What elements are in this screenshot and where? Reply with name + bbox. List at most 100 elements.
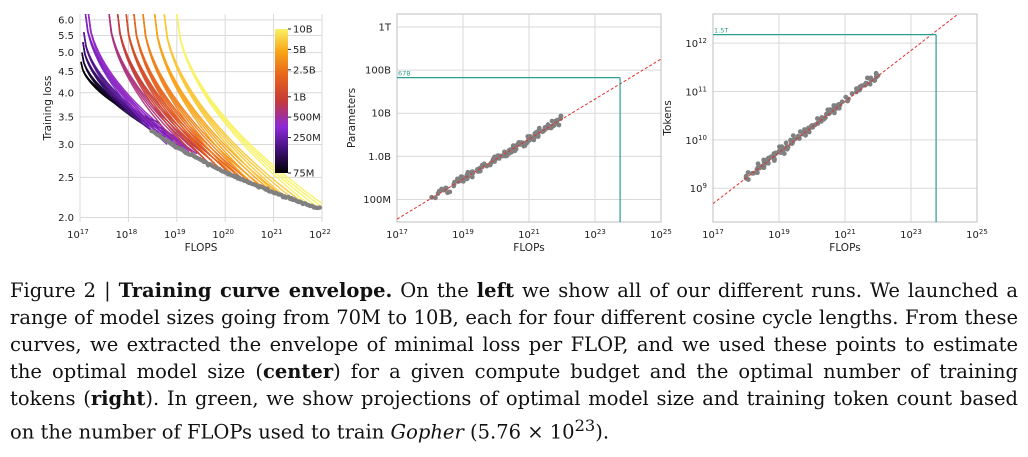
data-point <box>792 136 798 142</box>
right-tokens-chart: 1.5T 1017 1019 1021 1023 1025 109 1010 1011 1012 F… <box>662 13 988 254</box>
y-tick-label-100B: 100B <box>365 66 391 77</box>
data-point <box>433 195 438 201</box>
loss-curve-900M <box>117 14 215 164</box>
plot-area <box>397 58 661 222</box>
colorbar-label-2.5B: 2.5B <box>293 65 316 76</box>
x-axis-label: FLOPS <box>185 242 218 254</box>
data-point <box>756 164 761 170</box>
data-point <box>772 156 777 162</box>
x-tick-label-25: 1025 <box>966 228 988 241</box>
data-point <box>783 140 789 146</box>
data-point <box>513 146 519 152</box>
x-tick-label-21: 1021 <box>834 228 856 241</box>
data-point <box>789 141 795 146</box>
loss-curve-2B <box>133 14 224 174</box>
x-tick-label-19: 1019 <box>164 228 186 241</box>
data-point <box>443 185 449 191</box>
loss-curve-3B <box>142 14 253 184</box>
figure-panels: 1017 1018 1019 1020 1021 1022 6.0 5.5 5.0 4.5 4.0 3… <box>42 13 988 254</box>
y-tick-label-1T: 1T <box>379 22 392 33</box>
loss-curve-6.5B <box>163 14 301 201</box>
plot-frame <box>396 13 662 223</box>
y-tick-label-5.0: 5.0 <box>58 48 74 59</box>
data-point <box>481 161 487 167</box>
plot-frame <box>712 13 978 223</box>
y-tick-label-9: 109 <box>690 182 707 195</box>
y-axis-label: Parameters <box>346 88 358 148</box>
loss-curve-3B <box>142 14 245 182</box>
data-point <box>867 81 873 87</box>
y-tick-label-2.0: 2.0 <box>58 213 74 224</box>
data-point <box>803 132 808 138</box>
data-point <box>823 115 828 121</box>
data-point <box>492 154 497 160</box>
x-tick-label-17: 1017 <box>702 228 724 241</box>
left-loss-chart: 1017 1018 1019 1020 1021 1022 6.0 5.5 5.0 4.5 4.0 3… <box>42 14 331 254</box>
data-point <box>761 163 767 169</box>
loss-curves <box>80 14 322 211</box>
data-point <box>469 174 475 180</box>
x-tick-label-22: 1022 <box>309 228 331 241</box>
fit-line <box>397 58 661 220</box>
colorbar-label-10B: 10B <box>293 25 313 36</box>
y-axis-label: Tokens <box>662 100 674 136</box>
data-point <box>458 174 464 180</box>
y-tick-label-11: 1011 <box>685 85 707 98</box>
y-tick-label-3.5: 3.5 <box>58 112 74 123</box>
data-point <box>496 153 502 159</box>
envelope-point <box>317 205 322 210</box>
caption-text-5: (5.76 × 10 <box>463 420 575 444</box>
caption-prefix: Figure 2 | <box>10 279 119 302</box>
loss-curve-6.5B <box>163 14 285 197</box>
data-point <box>873 70 879 76</box>
data-point <box>536 125 542 131</box>
data-point <box>502 152 508 157</box>
data-point <box>470 169 475 175</box>
loss-curve-6.5B <box>163 14 277 195</box>
data-point <box>451 183 457 189</box>
y-tick-label-4.5: 4.5 <box>58 67 74 78</box>
loss-curve-6.5B <box>163 14 293 199</box>
y-tick-label-10: 1010 <box>685 134 707 147</box>
caption-text-4: ). In green, we show projections of opti… <box>10 387 1018 444</box>
loss-curve-4.5B <box>154 14 263 189</box>
loss-curve-1.3B <box>125 14 212 167</box>
data-point <box>429 194 434 200</box>
x-tick-label-19: 1019 <box>452 228 474 241</box>
x-tick-label-21: 1021 <box>518 228 540 241</box>
caption-center: center <box>262 360 334 383</box>
y-axis-label: Training loss <box>42 75 54 141</box>
x-tick-label-23: 1023 <box>584 228 606 241</box>
loss-curve-10B <box>176 14 309 205</box>
loss-curve-2B <box>133 14 232 176</box>
loss-curve-4.5B <box>154 14 271 191</box>
x-tick-label-17: 1017 <box>67 228 89 241</box>
data-point <box>761 157 767 163</box>
y-tick-label-5.5: 5.5 <box>58 31 74 42</box>
plot-area <box>713 14 959 222</box>
colorbar-label-250M: 250M <box>293 133 321 144</box>
y-tick-label-3.0: 3.0 <box>58 140 74 151</box>
caption-title: Training curve envelope. <box>118 279 393 302</box>
data-point <box>745 170 751 175</box>
loss-curve-2B <box>133 14 240 178</box>
data-point <box>854 89 859 95</box>
data-point <box>521 143 527 149</box>
colorbar-label-1B: 1B <box>293 92 306 103</box>
data-point <box>771 152 777 158</box>
loss-curve-600M <box>108 14 189 155</box>
caption-left: left <box>476 279 514 302</box>
data-point <box>863 80 869 86</box>
x-tick-label-17: 1017 <box>386 228 408 241</box>
caption-exponent: 23 <box>574 416 596 435</box>
x-tick-label-21: 1021 <box>261 228 283 241</box>
caption-right: right <box>90 387 146 410</box>
data-point <box>839 99 845 105</box>
y-tick-label-6.0: 6.0 <box>58 15 74 26</box>
loss-curve-600M <box>108 14 197 157</box>
data-point <box>743 173 749 179</box>
x-tick-label-19: 1019 <box>768 228 790 241</box>
data-point <box>818 117 823 122</box>
data-point <box>809 123 815 128</box>
caption-gopher: Gopher <box>390 420 464 444</box>
